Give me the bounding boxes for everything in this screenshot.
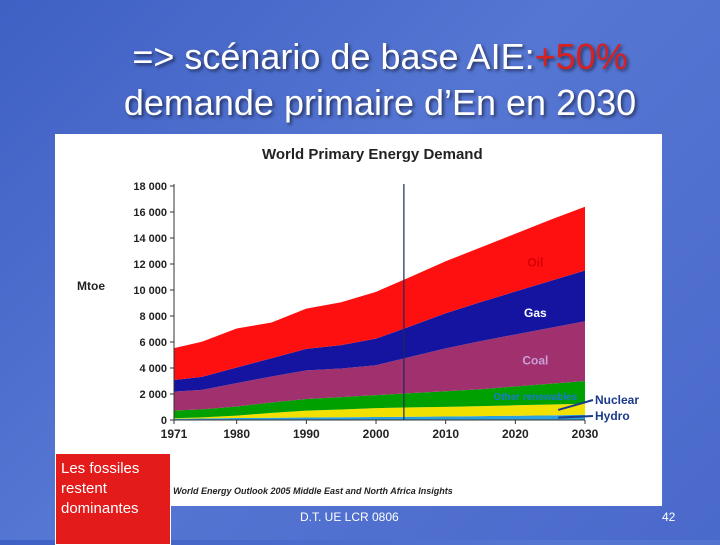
chart-title: World Primary Energy Demand <box>262 146 483 163</box>
area-hydro <box>174 414 585 420</box>
series-label-nuclear: Nuclear <box>595 393 639 407</box>
chart-source: Source: IEA World Energy Outlook 2005 Mi… <box>120 486 453 496</box>
series-label-hydro: Hydro <box>595 409 630 423</box>
page-number: 42 <box>662 510 676 524</box>
y-tick-label: 14 000 <box>133 233 167 245</box>
y-tick-label: 2 000 <box>139 389 167 401</box>
series-label-gas: Gas <box>524 306 547 320</box>
footer-text: D.T. UE LCR 0806 <box>300 510 399 524</box>
area-oil <box>174 206 585 380</box>
title-highlight: +50% <box>534 36 628 77</box>
chart-panel: World Primary Energy Demand Mtoe Source:… <box>55 134 662 545</box>
x-tick-label: 2020 <box>502 427 529 441</box>
x-tick-label: 1990 <box>293 427 320 441</box>
title-prefix: => scénario de base AIE: <box>132 36 535 77</box>
x-tick-label: 2030 <box>572 427 599 441</box>
area-other-renewables <box>174 381 585 419</box>
y-tick-label: 0 <box>161 415 167 427</box>
y-tick-label: 8 000 <box>139 311 167 323</box>
x-tick-label: 2010 <box>432 427 459 441</box>
series-label-coal: Coal <box>522 353 548 367</box>
x-tick-label: 1971 <box>161 427 188 441</box>
y-tick-label: 6 000 <box>139 337 167 349</box>
arrow-nuclear <box>557 399 594 411</box>
area-nuclear <box>174 403 585 419</box>
y-axis-label: Mtoe <box>77 279 105 293</box>
callout-fossils: Les fossiles restent dominantes <box>55 453 171 545</box>
y-tick-label: 12 000 <box>133 259 167 271</box>
x-tick-label: 2000 <box>363 427 390 441</box>
energy-demand-chart: World Primary Energy Demand Mtoe Source:… <box>77 146 639 496</box>
title-line-1: => scénario de base AIE:+50% <box>60 34 700 80</box>
arrow-hydro <box>558 415 594 419</box>
y-tick-label: 18 000 <box>133 181 167 193</box>
series-label-oil: Oil <box>527 256 543 270</box>
y-tick-label: 16 000 <box>133 207 167 219</box>
area-gas <box>174 270 585 392</box>
y-tick-label: 4 000 <box>139 363 167 375</box>
slide-title: => scénario de base AIE:+50% demande pri… <box>60 34 700 126</box>
y-tick-label: 10 000 <box>133 285 167 297</box>
area-coal <box>174 321 585 411</box>
title-line-2: demande primaire d’En en 2030 <box>123 82 637 123</box>
x-tick-label: 1980 <box>223 427 250 441</box>
series-label-other-renewables: Other renewables <box>493 392 577 403</box>
